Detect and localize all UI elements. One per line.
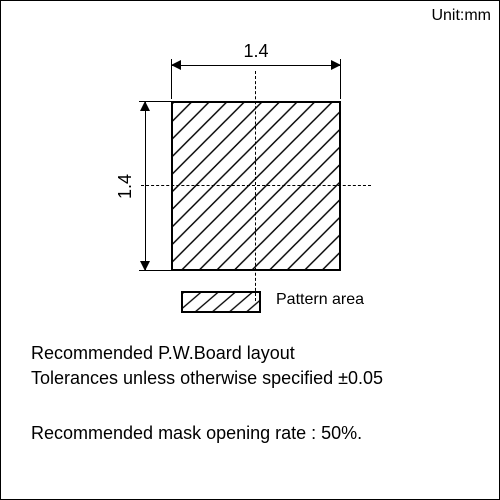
dimension-width-value: 1.4 (171, 41, 341, 62)
legend-swatch (181, 291, 261, 313)
arrow-up-icon (140, 101, 150, 111)
extension-line (340, 59, 341, 99)
legend-label: Pattern area (276, 291, 364, 309)
pattern-square (171, 101, 341, 271)
arrow-left-icon (171, 60, 181, 70)
dimension-width: 1.4 (171, 41, 341, 91)
unit-label: Unit:mm (431, 7, 491, 25)
note-mask-rate: Recommended mask opening rate : 50%. (31, 421, 362, 446)
dimension-line (171, 65, 341, 66)
dimension-height-value: 1.4 (115, 101, 135, 271)
dimension-line (145, 101, 146, 271)
hatch-pattern-icon (173, 103, 339, 269)
note-layout: Recommended P.W.Board layout (31, 341, 295, 366)
note-tolerance: Tolerances unless otherwise specified ±0… (31, 366, 383, 391)
diagram: 1.4 1.4 Pattern area (81, 41, 421, 321)
dimension-height: 1.4 (121, 101, 171, 271)
extension-line (171, 59, 172, 99)
hatch-pattern-icon (183, 293, 259, 311)
